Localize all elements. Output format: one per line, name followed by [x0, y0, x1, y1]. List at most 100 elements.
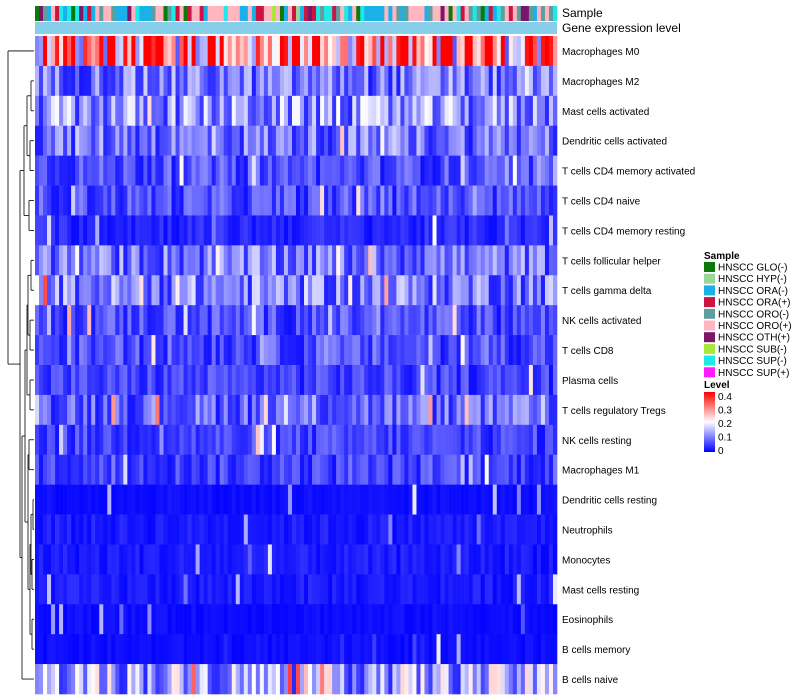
heatmap-cell: [183, 544, 188, 575]
heatmap-cell: [271, 365, 277, 396]
heatmap-cell: [183, 394, 188, 426]
heatmap-cell: [496, 36, 502, 67]
heatmap-cell: [548, 65, 554, 97]
heatmap-cell: [263, 664, 269, 695]
heatmap-cell: [171, 335, 176, 366]
heatmap-cell: [243, 185, 249, 216]
heatmap-cell: [408, 365, 413, 396]
heatmap-cell: [348, 394, 353, 426]
heatmap-cell: [235, 514, 241, 545]
heatmap-cell: [440, 544, 445, 575]
sample-cell: [271, 6, 277, 21]
heatmap-cell: [111, 574, 116, 605]
heatmap-cell: [179, 155, 184, 186]
heatmap-cell: [243, 484, 249, 515]
heatmap-cell: [187, 424, 192, 456]
heatmap-cell: [540, 125, 546, 156]
heatmap-cell: [544, 245, 550, 276]
heatmap-cell: [300, 604, 305, 635]
heatmap-cell: [408, 65, 413, 97]
heatmap-cell: [247, 215, 253, 246]
heatmap-cell: [219, 424, 225, 456]
heatmap-cell: [524, 604, 530, 635]
heatmap-cell: [87, 424, 92, 456]
heatmap-cell: [488, 275, 494, 306]
heatmap-cell: [171, 125, 176, 156]
heatmap-cell: [412, 544, 417, 575]
heatmap-cell: [508, 365, 514, 396]
heatmap-cell: [352, 365, 357, 396]
heatmap-cell: [456, 335, 461, 366]
heatmap-cell: [291, 514, 297, 545]
heatmap-cell: [468, 634, 473, 665]
heatmap-cell: [388, 424, 393, 456]
heatmap-cell: [448, 514, 453, 545]
heatmap-cell: [460, 215, 465, 246]
heatmap-cell: [320, 185, 325, 216]
heatmap-cell: [540, 245, 546, 276]
heatmap-cell: [259, 245, 265, 276]
heatmap-cell: [484, 36, 490, 67]
heatmap-cell: [99, 245, 104, 276]
heatmap-cell: [211, 155, 216, 186]
heatmap-cell: [167, 335, 172, 366]
heatmap-cell: [340, 245, 345, 276]
heatmap-cell: [175, 65, 180, 97]
heatmap-cell: [516, 215, 522, 246]
heatmap-cell: [500, 604, 506, 635]
heatmap-cell: [488, 125, 494, 156]
level-color-bar: [704, 392, 715, 452]
heatmap-cell: [95, 365, 100, 396]
heatmap-cell: [520, 394, 526, 426]
heatmap-cell: [452, 65, 457, 97]
heatmap-cell: [424, 514, 429, 545]
heatmap-cell: [187, 185, 192, 216]
heatmap-cell: [63, 305, 68, 336]
heatmap-cell: [452, 185, 457, 216]
heatmap-cell: [83, 36, 88, 67]
heatmap-cell: [103, 484, 108, 515]
heatmap-cell: [464, 65, 469, 97]
heatmap-cell: [287, 95, 293, 127]
level-legend-tick: 0.4: [718, 392, 732, 403]
heatmap-cell: [312, 95, 317, 127]
sample-cell: [203, 6, 208, 21]
heatmap-cell: [59, 36, 64, 67]
heatmap-cell: [71, 574, 76, 605]
heatmap-cell: [516, 65, 522, 97]
sample-cell: [291, 6, 297, 21]
heatmap-cell: [460, 125, 465, 156]
heatmap-cell: [436, 36, 441, 67]
heatmap-cell: [344, 305, 349, 336]
heatmap-cell: [516, 604, 522, 635]
heatmap-cell: [340, 155, 345, 186]
heatmap-cell: [219, 604, 225, 635]
heatmap-cell: [440, 245, 445, 276]
heatmap-cell: [255, 365, 261, 396]
heatmap-cell: [51, 514, 56, 545]
heatmap-cell: [400, 454, 405, 485]
row-label: Macrophages M2: [562, 77, 640, 88]
heatmap-cell: [536, 634, 542, 665]
heatmap-cell: [187, 245, 192, 276]
sample-cell: [400, 6, 405, 21]
heatmap-cell: [155, 604, 160, 635]
heatmap-cell: [39, 95, 44, 127]
heatmap-cell: [308, 125, 313, 156]
heatmap-cell: [504, 604, 510, 635]
heatmap-cell: [111, 245, 116, 276]
heatmap-cell: [43, 185, 48, 216]
sample-cell: [179, 6, 184, 21]
sample-cell: [308, 6, 313, 21]
heatmap-cell: [215, 394, 221, 426]
heatmap-cell: [452, 275, 457, 306]
row-label: Monocytes: [562, 555, 610, 566]
heatmap-cell: [324, 95, 329, 127]
heatmap-cell: [99, 484, 104, 515]
heatmap-cell: [480, 574, 486, 605]
heatmap-cell: [127, 305, 132, 336]
heatmap-cell: [79, 95, 84, 127]
heatmap-cell: [123, 484, 128, 515]
heatmap-cell: [312, 454, 317, 485]
heatmap-cell: [163, 275, 168, 306]
